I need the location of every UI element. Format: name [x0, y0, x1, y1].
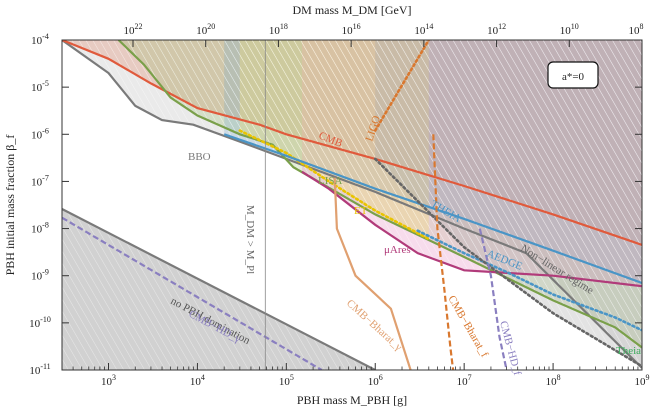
label-bbo: BBO — [188, 151, 211, 163]
curve-cmb-bharat — [333, 177, 412, 370]
x-axis-title: PBH mass M_PBH [g] — [297, 393, 407, 407]
y-tick-label: 10-8 — [31, 221, 49, 236]
top-tick-label: 1012 — [487, 22, 506, 37]
top-tick-label: 1010 — [560, 22, 579, 37]
y-tick-label: 10-5 — [31, 79, 49, 94]
y-tick-label: 10-10 — [29, 315, 51, 330]
plot-frame — [61, 39, 643, 371]
curve-non-linear-regime — [373, 157, 642, 368]
curve-ares — [301, 170, 642, 288]
curve-theia — [223, 133, 642, 285]
curve-et — [238, 129, 431, 241]
curve-no-pbh-domination — [62, 208, 376, 370]
top-tick-label: 108 — [629, 22, 644, 37]
top-axis-title: DM mass M_DM [GeV] — [293, 3, 412, 17]
region-nonlinear-hatch — [375, 40, 642, 367]
label-et: ET — [354, 205, 368, 217]
x-tick-label: 108 — [546, 373, 561, 388]
spin-legend-text: a*=0 — [562, 71, 585, 83]
curve-cmb-hd — [62, 216, 323, 370]
y-axis-title: PBH initial mass fraction β_f — [3, 135, 17, 276]
top-tick-label: 1014 — [414, 22, 433, 37]
x-tick-label: 104 — [190, 373, 205, 388]
y-tick-label: 10-4 — [31, 32, 49, 47]
x-tick-label: 107 — [457, 373, 472, 388]
curve-cmb-bharat-f — [432, 134, 455, 370]
y-tick-label: 10-11 — [29, 362, 50, 377]
curve-cmb-hd-f — [478, 228, 508, 370]
curve-cmb — [62, 40, 642, 246]
label-theia: Theia — [616, 345, 641, 357]
constraint-curves — [62, 40, 642, 370]
top-tick-label: 1022 — [124, 22, 143, 37]
top-tick-label: 1018 — [269, 22, 288, 37]
label-cmb-bharat-f: CMB−Bharat_f — [445, 294, 490, 360]
excluded-regions — [62, 40, 642, 370]
curve-aedge — [416, 229, 642, 332]
curve-ligo — [373, 40, 431, 132]
label-lisa: LISA — [318, 175, 343, 187]
x-tick-label: 105 — [279, 373, 294, 388]
x-tick-label: 103 — [101, 373, 116, 388]
y-tick-label: 10-9 — [31, 268, 49, 283]
axis-titles: PBH mass M_PBH [g] DM mass M_DM [GeV] PBH … — [3, 3, 412, 407]
label-ares: μAres — [384, 244, 411, 256]
label-m-dm-m-pl: M_DM > M_Pl — [244, 205, 256, 274]
curve-bbo — [62, 40, 642, 369]
axis-ticks: 103 104 105 106 107 108 109 10-11 10-10 10-9 10-8 1… — [29, 22, 649, 388]
spin-legend-box — [547, 61, 599, 89]
y-tick-label: 10-6 — [31, 126, 49, 141]
x-tick-label: 106 — [368, 373, 383, 388]
curve-lisa — [117, 40, 642, 349]
plot-border — [61, 39, 643, 371]
y-tick-label: 10-7 — [31, 173, 49, 188]
top-tick-label: 1020 — [196, 22, 215, 37]
top-tick-label: 1016 — [342, 22, 361, 37]
x-tick-label: 109 — [635, 373, 650, 388]
